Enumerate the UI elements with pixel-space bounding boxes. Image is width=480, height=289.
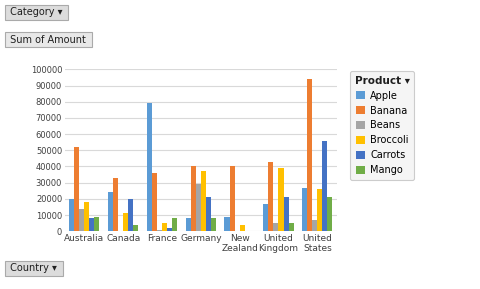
Bar xyxy=(283,197,288,231)
Bar xyxy=(239,225,244,231)
Bar xyxy=(205,197,210,231)
Bar xyxy=(322,140,327,231)
Legend: Apple, Banana, Beans, Broccoli, Carrots, Mango: Apple, Banana, Beans, Broccoli, Carrots,… xyxy=(349,71,414,180)
Bar xyxy=(113,178,118,231)
Text: Category ▾: Category ▾ xyxy=(7,7,66,17)
Bar xyxy=(268,162,273,231)
Bar xyxy=(273,223,278,231)
Bar xyxy=(288,223,293,231)
Bar xyxy=(312,220,317,231)
Bar xyxy=(229,166,234,231)
Bar xyxy=(146,103,152,231)
Bar xyxy=(156,229,162,231)
Bar xyxy=(185,218,191,231)
Bar xyxy=(74,147,79,231)
Bar xyxy=(69,199,74,231)
Bar xyxy=(94,217,99,231)
Bar xyxy=(172,218,177,231)
Bar xyxy=(152,173,156,231)
Bar xyxy=(162,223,167,231)
Bar xyxy=(191,166,195,231)
Bar xyxy=(167,228,172,231)
Bar xyxy=(278,168,283,231)
Bar xyxy=(210,218,216,231)
Bar xyxy=(128,199,133,231)
Text: Country ▾: Country ▾ xyxy=(7,263,60,273)
Bar xyxy=(263,204,268,231)
Bar xyxy=(108,192,113,231)
Bar xyxy=(201,171,205,231)
Bar xyxy=(84,202,89,231)
Bar xyxy=(317,189,322,231)
Bar xyxy=(307,79,312,231)
Bar xyxy=(123,213,128,231)
Bar xyxy=(195,184,201,231)
Bar xyxy=(133,225,138,231)
Bar xyxy=(301,188,307,231)
Bar xyxy=(79,209,84,231)
Text: Sum of Amount: Sum of Amount xyxy=(7,35,89,45)
Bar xyxy=(224,217,229,231)
Bar xyxy=(89,218,94,231)
Bar xyxy=(327,197,332,231)
